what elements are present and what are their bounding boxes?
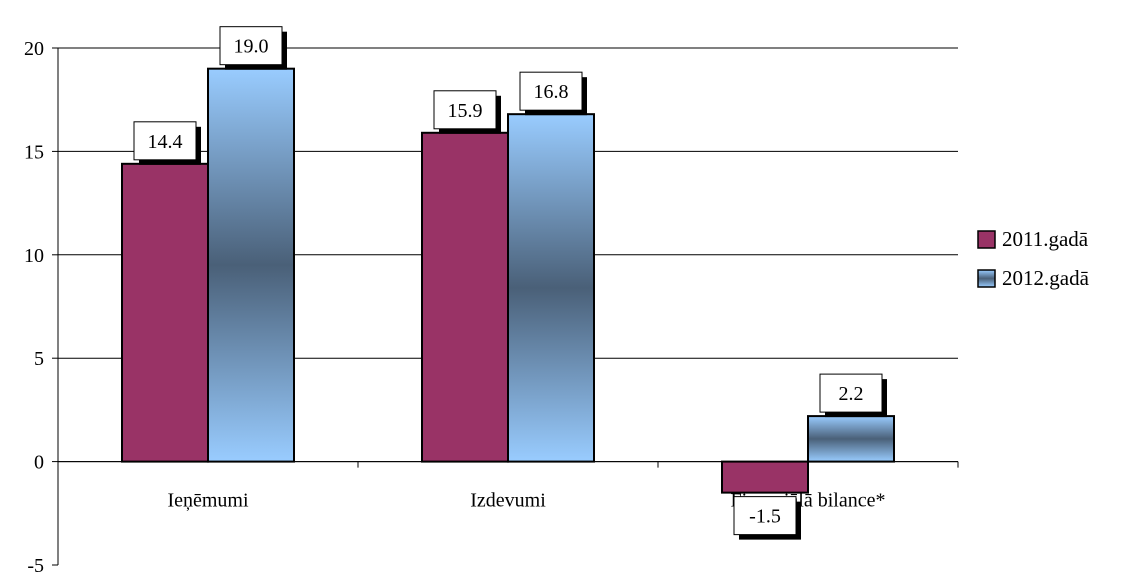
category-label: Izdevumi bbox=[470, 490, 546, 512]
legend-swatch bbox=[977, 269, 996, 288]
bar bbox=[207, 67, 295, 463]
y-tick-label: -5 bbox=[27, 555, 44, 572]
y-tick-label: 10 bbox=[24, 245, 44, 267]
legend: 2011.gadā 2012.gadā bbox=[977, 227, 1090, 290]
y-tick-label: 15 bbox=[24, 141, 44, 163]
data-label-frame bbox=[219, 26, 283, 66]
category-label: Ieņēmumi bbox=[167, 490, 249, 512]
y-tick-label: 20 bbox=[24, 38, 44, 60]
bar bbox=[507, 113, 595, 463]
data-label: 16.8 bbox=[534, 81, 569, 103]
data-label-box: 19.0 bbox=[219, 26, 287, 70]
data-label-box: 16.8 bbox=[519, 71, 587, 116]
legend-label: 2011.gadā bbox=[1002, 227, 1089, 251]
data-label: 19.0 bbox=[234, 36, 269, 58]
bar bbox=[121, 162, 209, 463]
data-label-box: -1.5 bbox=[733, 496, 801, 540]
legend-label: 2012.gadā bbox=[1002, 266, 1090, 290]
data-label-frame bbox=[433, 90, 497, 130]
bars bbox=[121, 67, 895, 494]
bar bbox=[721, 460, 809, 494]
data-label-frame bbox=[133, 121, 197, 161]
data-label-frame bbox=[733, 496, 797, 536]
legend-swatch bbox=[977, 230, 996, 249]
data-label: 2.2 bbox=[839, 383, 864, 405]
y-tick-label: 0 bbox=[34, 452, 44, 474]
bar bbox=[421, 131, 509, 463]
bar bbox=[807, 415, 895, 463]
data-label-box: 2.2 bbox=[819, 373, 887, 418]
data-label: 15.9 bbox=[448, 100, 483, 122]
data-label-frame bbox=[519, 71, 583, 111]
data-labels: 14.4 19.0 15.9 16.8 -1.5 2.2 bbox=[133, 26, 887, 540]
data-label: 14.4 bbox=[148, 131, 183, 153]
data-label-frame bbox=[819, 373, 883, 413]
data-label-box: 15.9 bbox=[433, 90, 501, 134]
data-label-box: 14.4 bbox=[133, 121, 201, 165]
y-tick-label: 5 bbox=[34, 348, 44, 370]
data-label: -1.5 bbox=[749, 506, 781, 528]
